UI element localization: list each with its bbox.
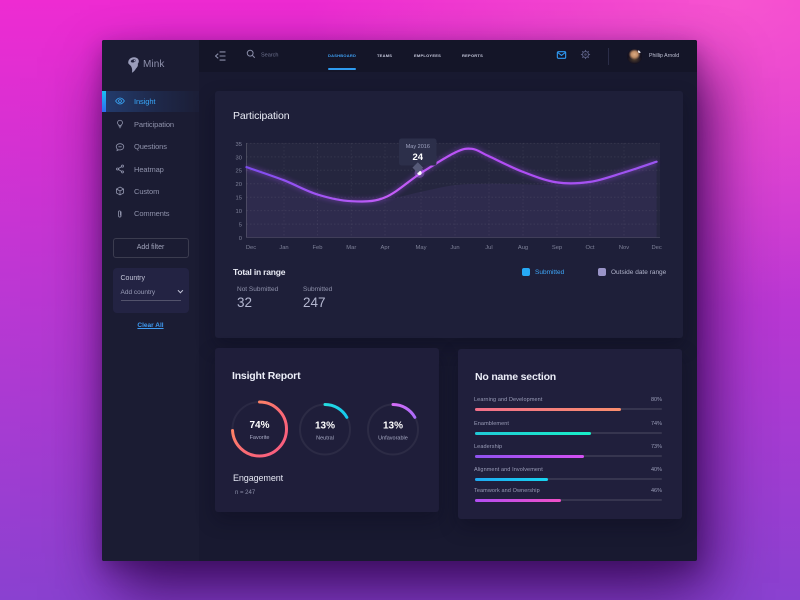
svg-text:Sep: Sep — [552, 245, 562, 251]
svg-text:Mar: Mar — [346, 245, 356, 251]
svg-text:Nov: Nov — [619, 245, 629, 251]
svg-text:5: 5 — [239, 223, 242, 229]
svg-text:Favorite: Favorite — [250, 435, 270, 441]
svg-text:25: 25 — [236, 169, 242, 175]
svg-text:May 2016: May 2016 — [406, 144, 430, 150]
svg-text:13%: 13% — [315, 421, 335, 432]
svg-text:Jun: Jun — [450, 245, 459, 251]
svg-text:May: May — [416, 245, 427, 251]
svg-text:0: 0 — [239, 236, 242, 242]
svg-text:24: 24 — [413, 152, 424, 163]
svg-text:15: 15 — [236, 196, 242, 202]
svg-text:Jan: Jan — [279, 245, 288, 251]
svg-text:Feb: Feb — [313, 245, 323, 251]
svg-text:35: 35 — [236, 142, 242, 148]
svg-text:Oct: Oct — [585, 245, 594, 251]
svg-text:30: 30 — [236, 155, 242, 161]
svg-text:Dec: Dec — [246, 245, 256, 251]
svg-text:Unfavorable: Unfavorable — [378, 436, 408, 442]
svg-text:20: 20 — [236, 182, 242, 188]
svg-text:Aug: Aug — [518, 245, 528, 251]
svg-text:13%: 13% — [383, 421, 403, 432]
svg-text:Jul: Jul — [485, 245, 492, 251]
svg-text:Apr: Apr — [380, 245, 389, 251]
svg-text:74%: 74% — [249, 420, 269, 431]
svg-text:Neutral: Neutral — [316, 436, 334, 442]
svg-text:Dec: Dec — [651, 245, 661, 251]
svg-text:10: 10 — [236, 209, 242, 215]
